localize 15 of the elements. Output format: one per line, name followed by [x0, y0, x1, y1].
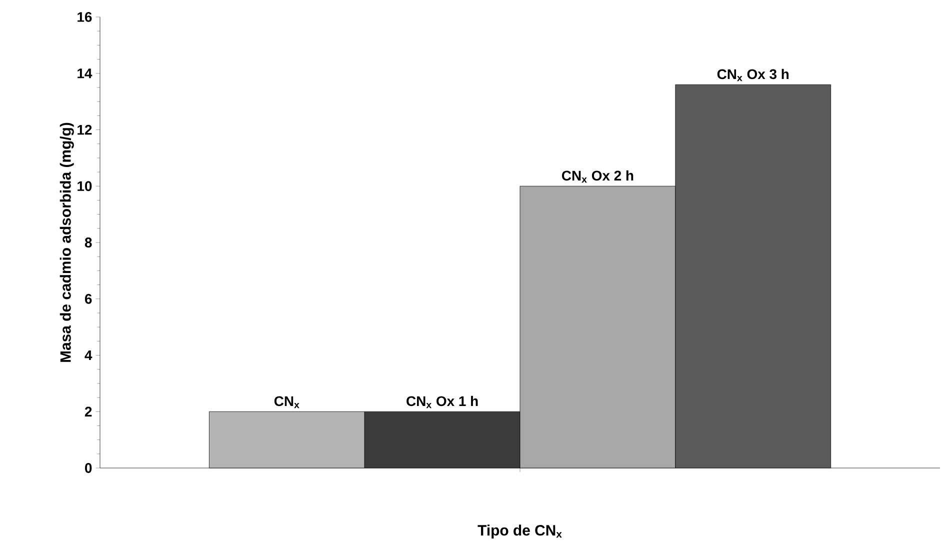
y-tick-label: 16	[78, 12, 92, 22]
series-label: CN$_{x}$ Ox 2 h	[562, 170, 634, 183]
series-label: CN$_{x}$ Ox 1 h	[406, 396, 478, 408]
x-axis-title: Tipo de CN$_{x}$	[478, 524, 562, 539]
y-tick-label: 2	[84, 406, 92, 416]
series-label: CN$_{x}$	[274, 396, 300, 408]
y-tick-label: 10	[78, 181, 92, 192]
y-axis-title: Masa de cadmio adsorbida (mg/g)	[60, 122, 74, 362]
series-label: CN$_{x}$ Ox 3 h	[717, 68, 789, 82]
y-tick-label: 6	[84, 294, 92, 304]
y-tick-label: 14	[78, 68, 92, 78]
y-tick-label: 0	[85, 463, 92, 473]
y-tick-label: 4	[84, 350, 92, 360]
y-tick-label: 12	[78, 124, 92, 135]
y-tick-label: 8	[84, 238, 92, 248]
